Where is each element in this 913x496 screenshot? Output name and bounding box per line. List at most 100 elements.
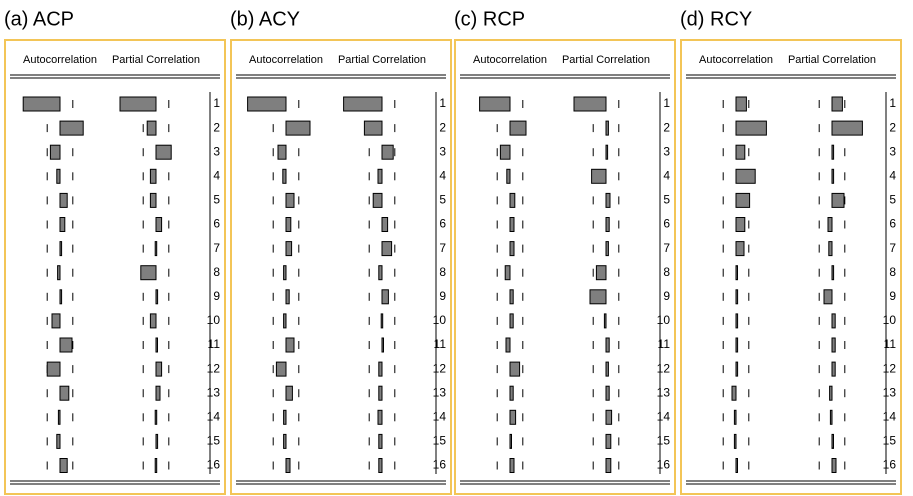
bar — [591, 168, 607, 184]
column-header: Partial Correlation — [562, 54, 650, 66]
lag-label: 14 — [433, 409, 447, 423]
lag-label: 13 — [883, 385, 897, 399]
bar — [831, 337, 836, 353]
lag-label: 4 — [663, 168, 670, 182]
bar — [285, 217, 292, 232]
bar — [605, 192, 611, 208]
lag-label: 3 — [439, 144, 446, 158]
lag-label: 1 — [663, 96, 670, 110]
lag-label: 5 — [213, 193, 220, 207]
lag-label: 16 — [207, 458, 221, 472]
bar — [595, 265, 607, 281]
lag-label: 9 — [663, 289, 670, 303]
bar — [731, 385, 737, 401]
lag-label: 8 — [439, 265, 446, 279]
bar — [372, 192, 383, 208]
bar — [735, 313, 739, 329]
lag-label: 5 — [439, 193, 446, 207]
bar — [831, 433, 834, 449]
bar — [59, 458, 68, 473]
lag-label: 4 — [889, 168, 896, 182]
bar — [509, 120, 527, 136]
lag-label: 1 — [889, 96, 896, 110]
bar — [603, 313, 607, 329]
bar — [378, 433, 383, 449]
lag-label: 7 — [439, 241, 446, 255]
bar — [505, 337, 511, 353]
lag-label: 15 — [207, 434, 221, 448]
bar — [509, 217, 515, 232]
bar — [735, 144, 746, 160]
lag-label: 15 — [883, 434, 897, 448]
lag-label: 5 — [889, 193, 896, 207]
bar — [831, 265, 835, 281]
bar — [509, 241, 515, 257]
bar — [573, 96, 607, 112]
lag-label: 14 — [883, 409, 897, 423]
lag-label: 4 — [439, 168, 446, 182]
bar — [381, 337, 384, 353]
lag-label: 13 — [657, 385, 671, 399]
lag-label: 8 — [663, 265, 670, 279]
bar — [831, 313, 836, 329]
bar — [51, 313, 61, 329]
bar — [828, 241, 833, 257]
bar — [589, 289, 607, 305]
lag-label: 10 — [883, 313, 897, 327]
bar — [381, 217, 389, 232]
lag-label: 4 — [213, 168, 220, 182]
bar — [831, 458, 837, 473]
bar — [285, 192, 295, 208]
lag-label: 2 — [663, 120, 670, 134]
bar — [146, 120, 157, 136]
bar — [155, 289, 159, 305]
bar — [285, 337, 295, 353]
lag-label: 14 — [657, 409, 671, 423]
bar — [735, 361, 739, 377]
bar — [735, 458, 738, 473]
bar — [831, 96, 843, 112]
lag-label: 12 — [207, 361, 221, 375]
bar — [735, 289, 739, 305]
bar — [381, 144, 394, 160]
lag-label: 11 — [884, 337, 897, 351]
column-header: Autocorrelation — [473, 54, 547, 66]
lag-label: 15 — [657, 434, 671, 448]
bar — [285, 458, 291, 473]
panel-title: (a) ACP — [4, 8, 74, 30]
lag-label: 8 — [889, 265, 896, 279]
lag-label: 6 — [889, 217, 896, 231]
bar — [59, 241, 63, 257]
bar — [381, 289, 389, 305]
lag-label: 13 — [207, 385, 221, 399]
bar — [247, 96, 287, 112]
column-header: Autocorrelation — [23, 54, 97, 66]
lag-label: 11 — [434, 337, 447, 351]
bar — [831, 361, 836, 377]
bar — [823, 289, 833, 305]
lag-label: 3 — [889, 144, 896, 158]
panel-border — [680, 39, 902, 495]
bar — [509, 192, 516, 208]
lag-label: 12 — [433, 361, 447, 375]
bar — [275, 361, 287, 377]
bar — [733, 409, 737, 425]
lag-label: 7 — [889, 241, 896, 255]
bar — [378, 361, 383, 377]
panel-title: (d) RCY — [680, 8, 752, 30]
lag-label: 11 — [658, 337, 671, 351]
bar — [363, 120, 383, 136]
bar — [605, 433, 612, 449]
bar — [831, 192, 845, 208]
bar — [499, 144, 511, 160]
lag-label: 16 — [657, 458, 671, 472]
lag-label: 9 — [889, 289, 896, 303]
lag-label: 9 — [439, 289, 446, 303]
bar — [381, 241, 393, 257]
column-header: Partial Correlation — [788, 54, 876, 66]
lag-label: 10 — [207, 313, 221, 327]
bar — [155, 144, 172, 160]
bar — [378, 385, 383, 401]
lag-label: 2 — [889, 120, 896, 134]
